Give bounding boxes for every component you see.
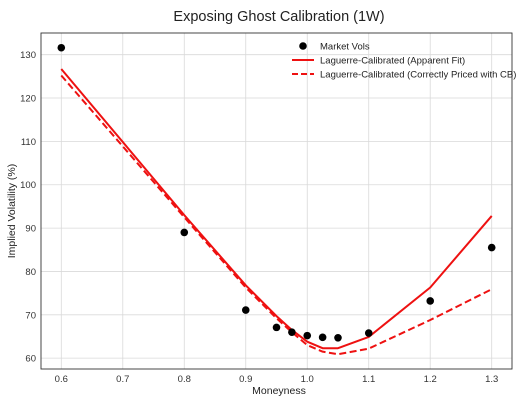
series-line-1 [60,68,493,350]
y-tick-label-1: 70 [25,310,36,321]
x-tick-label-0: 0.6 [55,374,68,385]
market-vol-point-1 [180,228,189,237]
market-vol-point-8 [364,329,373,337]
market-vol-point-3 [272,323,281,332]
y-axis-label: Implied Volatility (%) [6,164,18,259]
x-tick-label-2: 0.8 [178,374,191,385]
x-tick-label-3: 0.9 [239,374,252,385]
x-tick-label-6: 1.2 [424,374,437,385]
y-tick-label-4: 100 [20,180,36,191]
plot-background [41,33,512,369]
x-axis-label: Moneyness [252,385,306,397]
x-tick-label-7: 1.3 [485,374,498,385]
y-tick-label-7: 130 [20,50,36,61]
series-line-2 [60,74,493,356]
y-tick-label-2: 80 [25,267,36,278]
market-vol-point-5 [303,331,312,340]
market-vol-point-9 [426,297,435,305]
market-vol-point-4 [288,328,296,336]
legend-entry-1: Laguerre-Calibrated (Apparent Fit) [320,56,465,67]
chart-title: Exposing Ghost Calibration (1W) [173,9,384,25]
market-vol-point-7 [334,333,342,342]
plot-area: 0.6 0.7 0.8 0.9 1.0 1.1 1.2 1.3 60 70 80 90 100 110 12… [20,32,516,385]
market-vol-point-0 [57,43,66,52]
market-vol-point-2 [241,306,250,314]
y-tick-label-3: 90 [25,224,36,235]
plot-frame [40,32,513,370]
legend-marker-0 [299,42,307,50]
x-tick-label-1: 0.7 [116,374,129,385]
market-vol-point-10 [487,243,496,252]
y-tick-label-5: 110 [21,137,36,148]
legend-entry-0: Market Vols [320,42,370,53]
market-vol-point-6 [318,333,327,342]
x-tick-label-5: 1.1 [362,374,375,385]
y-tick-label-0: 60 [25,354,36,365]
x-tick-label-4: 1.0 [301,374,314,385]
y-tick-label-6: 120 [20,94,36,105]
legend-entry-2: Laguerre-Calibrated (Correctly Priced wi… [320,70,516,81]
